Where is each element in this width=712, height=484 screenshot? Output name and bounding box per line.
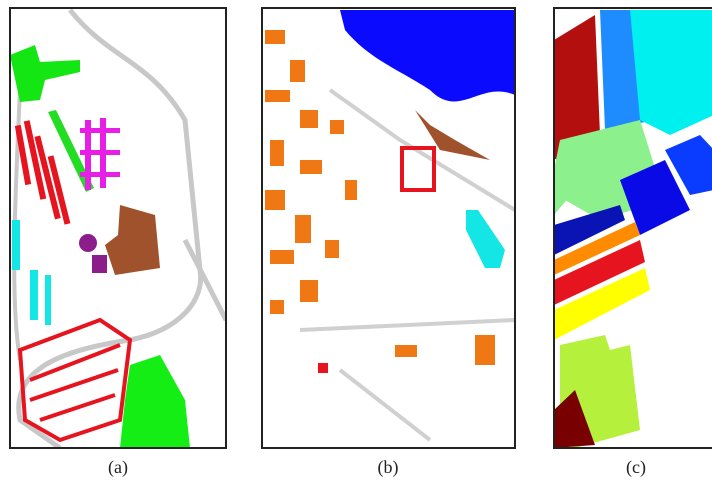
figure: (a) (b) (c) — [0, 0, 712, 484]
caption: (a) — [108, 457, 128, 478]
map-b — [262, 8, 515, 448]
caption: (b) — [378, 457, 399, 478]
map-c — [554, 8, 712, 448]
caption: (c) — [626, 457, 646, 478]
map-a — [10, 8, 226, 448]
